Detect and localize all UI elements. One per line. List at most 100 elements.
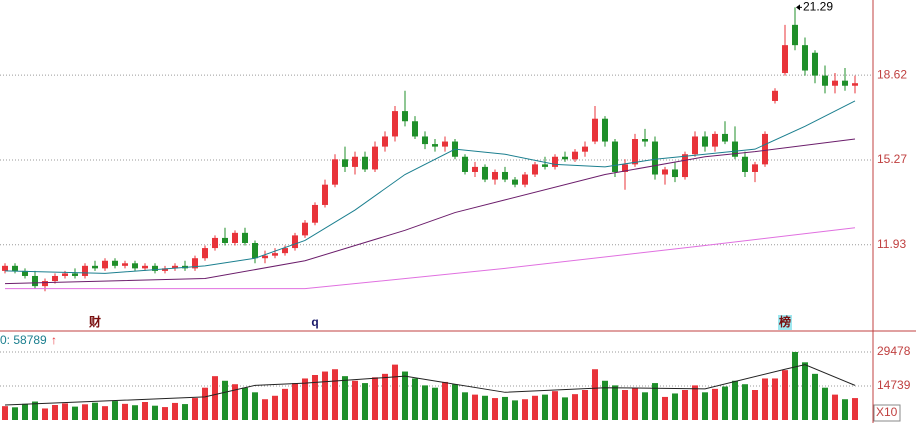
candle-body: [162, 268, 168, 271]
candle-body: [772, 90, 778, 101]
candle-body: [652, 141, 658, 175]
candle-body: [632, 139, 638, 165]
volume-bar: [482, 395, 488, 420]
volume-bar: [422, 385, 428, 420]
candle-body: [622, 164, 628, 172]
y-tick-label: 15.27: [877, 152, 907, 166]
candle-body: [102, 260, 108, 269]
volume-bar: [222, 380, 228, 420]
volume-bar: [712, 388, 718, 420]
candle-body: [12, 265, 18, 271]
candle-body: [592, 118, 598, 142]
volume-bar: [452, 384, 458, 420]
volume-bar: [402, 371, 408, 420]
candle-body: [732, 141, 738, 157]
volume-bar: [502, 396, 508, 420]
volume-bar: [512, 400, 518, 420]
volume-bar: [122, 403, 128, 420]
candle-body: [122, 263, 128, 266]
moving-average: [4, 100, 856, 274]
volume-label: 0: 58789: [0, 333, 47, 347]
candle-body: [332, 159, 338, 185]
volume-bar: [752, 390, 758, 420]
volume-bar: [392, 364, 398, 420]
candle-body: [492, 171, 498, 180]
volume-bar: [472, 394, 478, 420]
candle-body: [282, 248, 288, 254]
candle-body: [362, 156, 368, 170]
volume-bar: [212, 376, 218, 420]
candle-body: [152, 265, 158, 271]
volume-bar: [72, 406, 78, 420]
volume-bar: [252, 392, 258, 420]
candle-body: [752, 164, 758, 172]
volume-bar: [362, 383, 368, 420]
candle-body: [222, 237, 228, 243]
candle-body: [822, 75, 828, 86]
candle-body: [612, 141, 618, 172]
volume-bar: [842, 399, 848, 420]
volume-bar: [52, 405, 58, 420]
candle-body: [682, 154, 688, 178]
candle-body: [402, 111, 408, 122]
candle-body: [432, 144, 438, 147]
candle-body: [722, 133, 728, 142]
volume-bar: [162, 407, 168, 420]
volume-bar: [772, 378, 778, 420]
volume-bar: [372, 377, 378, 420]
candle-body: [712, 133, 718, 147]
volume-bar: [142, 402, 148, 420]
candle-body: [112, 260, 118, 266]
volume-bar: [582, 390, 588, 420]
volume-bar: [192, 398, 198, 420]
marker-box: [308, 315, 322, 330]
max-annotation: 21.29: [803, 0, 833, 14]
candle-body: [462, 156, 468, 172]
volume-bar: [542, 394, 548, 420]
candle-body: [642, 139, 648, 142]
candle-body: [522, 174, 528, 185]
volume-bar: [682, 390, 688, 420]
volume-bar: [322, 371, 328, 420]
moving-average: [4, 138, 856, 285]
candle-body: [22, 270, 28, 276]
candle-body: [82, 265, 88, 276]
volume-bar: [832, 394, 838, 420]
volume-bar: [412, 378, 418, 420]
candle-body: [192, 258, 198, 269]
volume-bar: [742, 384, 748, 420]
candle-body: [512, 179, 518, 185]
volume-bar: [532, 395, 538, 420]
candle-body: [572, 151, 578, 160]
candle-body: [762, 133, 768, 165]
candle-body: [272, 253, 278, 256]
volume-bar: [702, 392, 708, 420]
volume-bar: [172, 402, 178, 420]
y-tick-label: 11.93: [877, 237, 906, 251]
candle-body: [552, 156, 558, 167]
candle-body: [472, 166, 478, 172]
marker-box: [778, 315, 792, 330]
volume-bar: [352, 380, 358, 420]
volume-bar: [442, 381, 448, 420]
candle-body: [352, 156, 358, 167]
volume-bar: [552, 391, 558, 420]
volume-bar: [852, 398, 858, 420]
candle-body: [602, 118, 608, 142]
candle-body: [92, 265, 98, 269]
candle-body: [842, 80, 848, 86]
volume-bar: [292, 383, 298, 420]
volume-bar: [812, 373, 818, 420]
candle-body: [32, 275, 38, 287]
candle-body: [42, 281, 48, 287]
candle-body: [382, 136, 388, 147]
candle-body: [582, 146, 588, 152]
candle-body: [302, 222, 308, 236]
candle-body: [172, 265, 178, 269]
moving-average: [5, 227, 856, 290]
candle-body: [672, 169, 678, 178]
candle-body: [702, 136, 708, 147]
candle-body: [532, 164, 538, 175]
marker: 榜: [779, 314, 791, 329]
candle-body: [372, 146, 378, 170]
